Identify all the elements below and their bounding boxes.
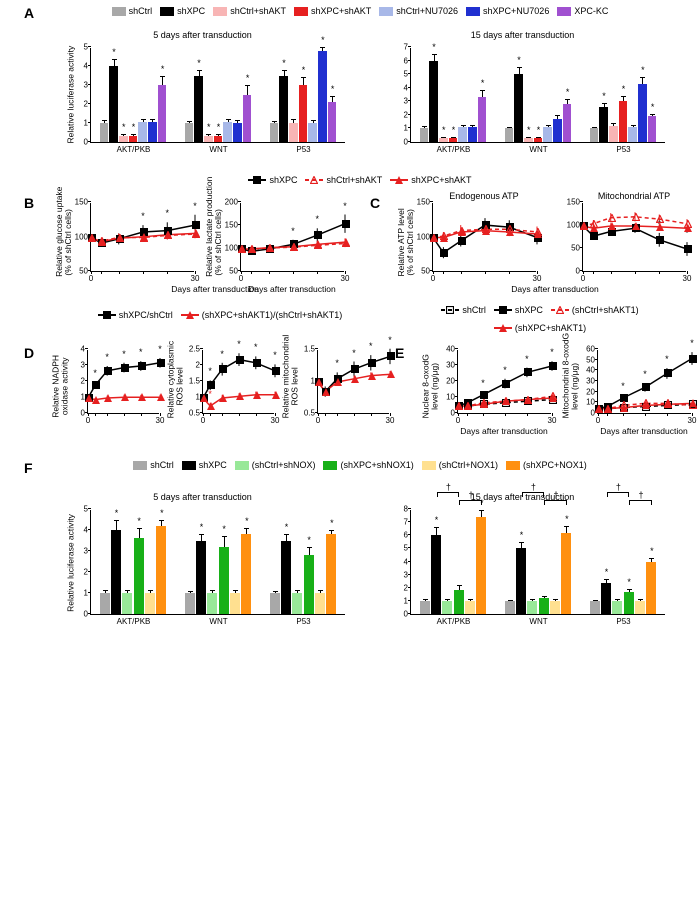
legend-item: shXPC <box>182 460 227 470</box>
legend-item: shCtrl+shAKT <box>213 6 286 16</box>
legend-item: (shXPC+NOX1) <box>506 460 587 470</box>
legend-item: (shCtrl+shAKT1) <box>551 305 639 315</box>
legend-item: shXPC <box>160 6 205 16</box>
panel-d-chart-1: 0.511.522.5030******Relative cytoplasmic… <box>170 342 278 432</box>
panel-f-chart-0: 012345***AKT/PKB***WNT***P535 days after… <box>60 500 345 630</box>
legend-item: shXPC <box>248 175 297 185</box>
legend-item: (shXPC+shAKT1)/(shCtrl+shAKT1) <box>181 310 343 320</box>
legend-item: shXPC+shAKT <box>294 6 371 16</box>
legend-item: (shXPC+shAKT1) <box>494 323 586 333</box>
panel-d-chart-0: 01234030*****Relative NADPHoxidase activ… <box>55 342 163 432</box>
legend-item: shCtrl <box>112 6 153 16</box>
panel-e-chart-1: 0102030405060030****Mitochondrial 8-oxod… <box>565 342 695 432</box>
legend-item: (shCtrl+shNOX) <box>235 460 316 470</box>
legend-item: shXPC <box>494 305 543 315</box>
panel-a-chart-0: 012345****AKT/PKB****WNT****P535 days af… <box>60 38 345 158</box>
legend-item: (shXPC+shNOX1) <box>323 460 413 470</box>
panel-b-chart-1: 50100150200030***Relative lactate produc… <box>208 195 348 290</box>
legend-item: shCtrl+NU7026 <box>379 6 458 16</box>
panel-d-chart-2: 0.511.5030****Relative mitochondrialROS … <box>285 342 393 432</box>
panel-c-chart-0: 50100150030Relative ATP level(% of shCtr… <box>400 195 540 290</box>
panel-b-chart-0: 50100150030***Relative glucose uptake(% … <box>58 195 198 290</box>
legend-item: XPC-KC <box>557 6 608 16</box>
panel-e-chart-0: 010203040030****Nuclear 8-oxodGlevel (ng… <box>425 342 555 432</box>
panel-a-chart-1: 01234567****AKT/PKB****WNT****P5315 days… <box>380 38 665 158</box>
legend-item: shXPC+shAKT <box>390 175 471 185</box>
legend-item: shXPC+NU7026 <box>466 6 549 16</box>
panel-c-chart-1: 050100150030**Mitochondrial ATP <box>550 195 690 290</box>
legend-item: shCtrl+shAKT <box>305 175 382 185</box>
legend-item: (shCtrl+NOX1) <box>422 460 498 470</box>
panel-f-chart-1: 012345678**AKT/PKB**WNT***P53††††††15 da… <box>380 500 665 630</box>
legend-item: shCtrl <box>441 305 486 315</box>
legend-item: shCtrl <box>133 460 174 470</box>
legend-item: shXPC/shCtrl <box>98 310 173 320</box>
